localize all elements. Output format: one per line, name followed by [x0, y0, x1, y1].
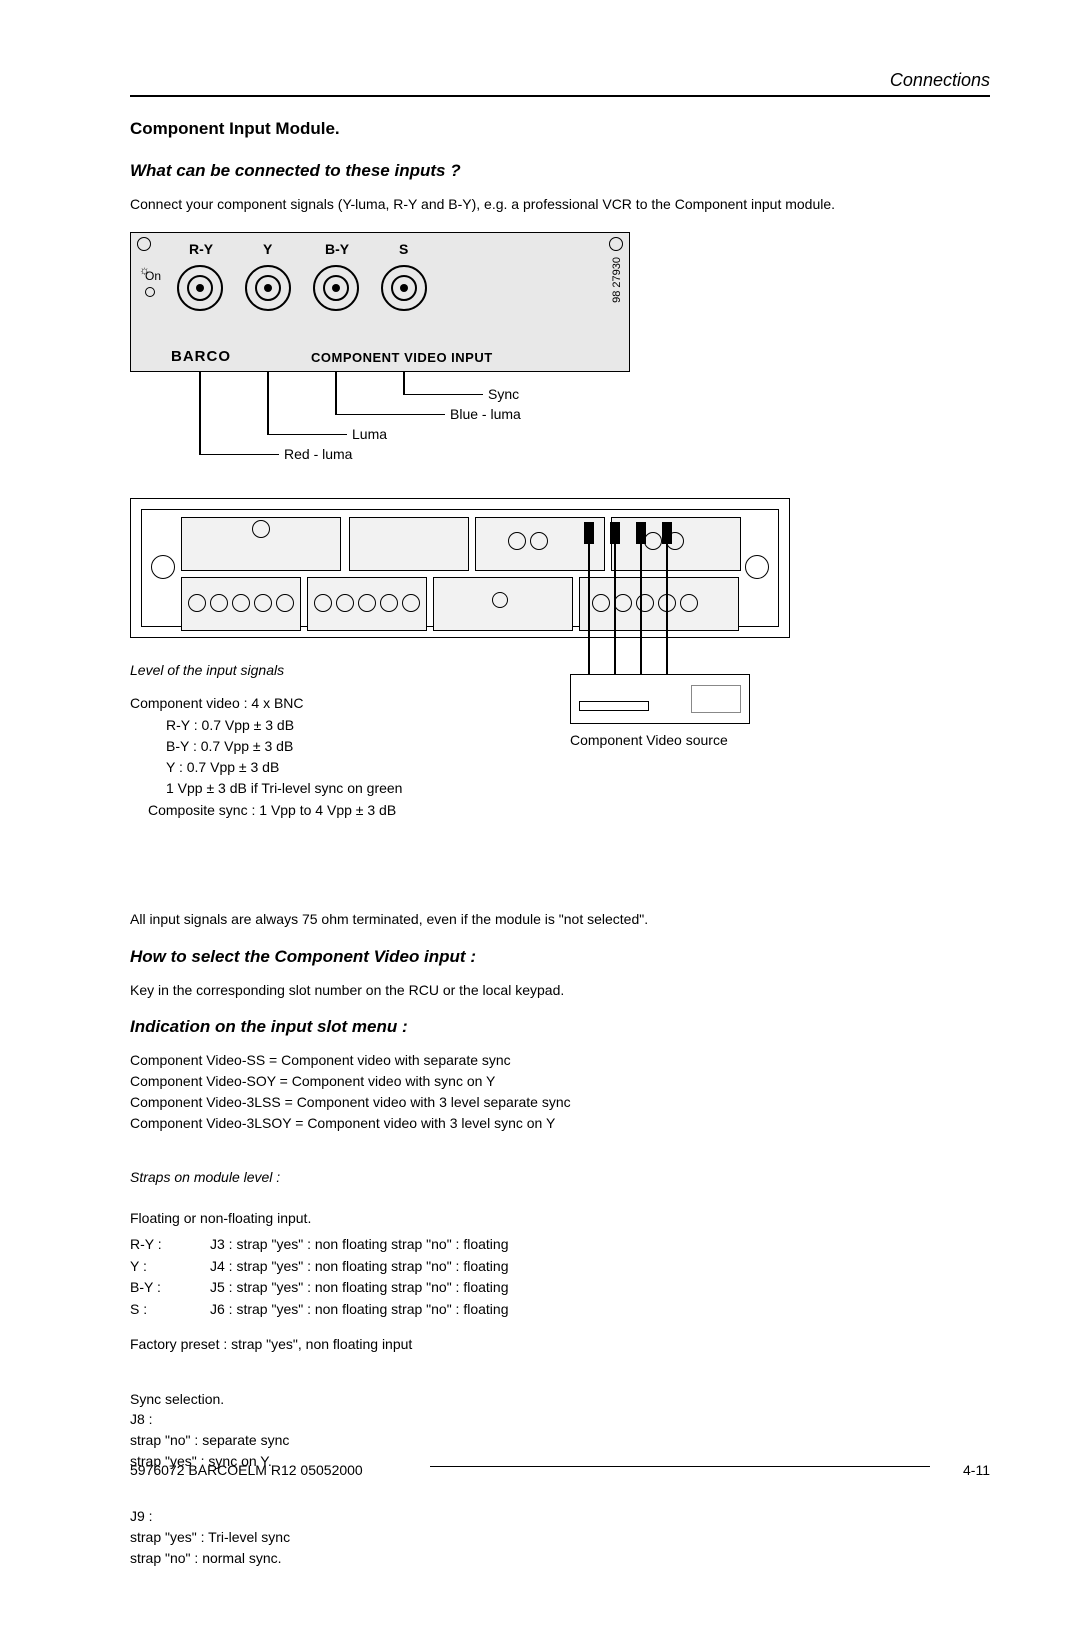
subheading-indication: Indication on the input slot menu : — [130, 1017, 990, 1037]
callout-sync: Sync — [488, 386, 519, 402]
strap-desc: J5 : strap "yes" : non floating strap "n… — [210, 1277, 990, 1299]
subheading-what-connected: What can be connected to these inputs ? — [130, 161, 990, 181]
strap-desc: J6 : strap "yes" : non floating strap "n… — [210, 1299, 990, 1321]
strap-desc: J3 : strap "yes" : non floating strap "n… — [210, 1234, 990, 1256]
sync-line: J8 : — [130, 1410, 990, 1429]
header-section: Connections — [130, 70, 990, 91]
strap-label: B-Y : — [130, 1277, 210, 1299]
sync-line: strap "no" : separate sync — [130, 1431, 990, 1450]
sync-line: strap "yes" : Tri-level sync — [130, 1528, 990, 1547]
callout-red: Red - luma — [284, 446, 352, 462]
component-module-diagram: R-Y Y B-Y S ☼ On BARCO COMPONENT VIDEO I… — [130, 232, 630, 372]
signal-line: Composite sync : 1 Vpp to 4 Vpp ± 3 dB — [148, 801, 990, 820]
bnc-connector-icon — [381, 265, 427, 311]
indication-line: Component Video-SS = Component video wit… — [130, 1051, 990, 1070]
bnc-connector-icon — [177, 265, 223, 311]
signal-line: 1 Vpp ± 3 dB if Tri-level sync on green — [166, 778, 990, 799]
select-text: Key in the corresponding slot number on … — [130, 981, 990, 1000]
callout-blue: Blue - luma — [450, 406, 521, 422]
strap-label: Y : — [130, 1256, 210, 1278]
bnc-connector-icon — [245, 265, 291, 311]
knob-icon — [151, 555, 175, 579]
screw-icon — [609, 237, 623, 251]
straps-heading: Straps on module level : — [130, 1169, 990, 1185]
terminated-text: All input signals are always 75 ohm term… — [130, 910, 990, 929]
indication-line: Component Video-3LSOY = Component video … — [130, 1114, 990, 1133]
strap-desc: J4 : strap "yes" : non floating strap "n… — [210, 1256, 990, 1278]
subheading-how-select: How to select the Component Video input … — [130, 947, 990, 967]
signal-line: Y : 0.7 Vpp ± 3 dB — [166, 757, 990, 778]
callout-luma: Luma — [352, 426, 387, 442]
screw-icon — [137, 237, 151, 251]
intro-text: Connect your component signals (Y-luma, … — [130, 195, 990, 214]
callout-lines: Sync Blue - luma Luma Red - luma — [130, 372, 630, 492]
on-label: On — [145, 269, 161, 283]
header-rule — [130, 95, 990, 97]
strap-label: S : — [130, 1299, 210, 1321]
strap-table: R-Y :J3 : strap "yes" : non floating str… — [130, 1234, 990, 1321]
indication-line: Component Video-3LSS = Component video w… — [130, 1093, 990, 1112]
on-led: On — [145, 269, 161, 300]
label-y: Y — [263, 241, 272, 257]
label-ry: R-Y — [189, 241, 213, 257]
source-caption: Component Video source — [570, 732, 770, 748]
sync-line: J9 : — [130, 1507, 990, 1526]
module-name-label: COMPONENT VIDEO INPUT — [311, 350, 493, 365]
led-circle-icon — [145, 287, 155, 297]
bnc-connector-icon — [313, 265, 359, 311]
strap-label: R-Y : — [130, 1234, 210, 1256]
footer-left: 5976072 BARCOELM R12 05052000 — [130, 1462, 363, 1478]
sync-line: strap "no" : normal sync. — [130, 1549, 990, 1568]
label-s: S — [399, 241, 408, 257]
factory-preset: Factory preset : strap "yes", non floati… — [130, 1335, 990, 1354]
source-device-diagram: Component Video source — [570, 524, 770, 748]
section-title: Component Input Module. — [130, 119, 990, 139]
side-code: 98 27930 — [611, 257, 623, 303]
indication-line: Component Video-SOY = Component video wi… — [130, 1072, 990, 1091]
signals-heading: Level of the input signals — [130, 662, 990, 678]
signal-line: Component video : 4 x BNC — [130, 694, 990, 713]
floating-text: Floating or non-floating input. — [130, 1209, 990, 1228]
sync-selection-heading: Sync selection. — [130, 1390, 990, 1409]
page-footer: 5976072 BARCOELM R12 05052000 4-11 — [130, 1456, 990, 1478]
footer-right: 4-11 — [963, 1462, 990, 1478]
label-by: B-Y — [325, 241, 349, 257]
brand-label: BARCO — [171, 348, 231, 365]
